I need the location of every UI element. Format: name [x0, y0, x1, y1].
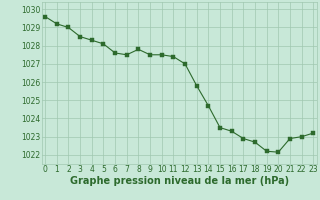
X-axis label: Graphe pression niveau de la mer (hPa): Graphe pression niveau de la mer (hPa): [70, 176, 289, 186]
